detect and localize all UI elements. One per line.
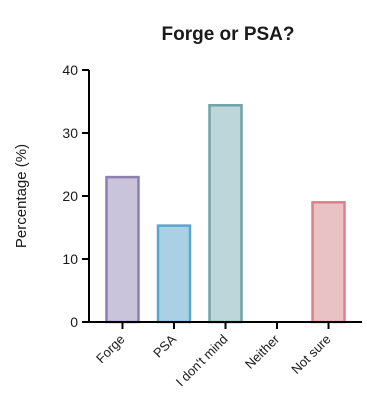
x-tick-label: Forge [93,332,128,367]
chart-title: Forge or PSA? [161,24,294,45]
y-axis-label: Percentage (%) [13,144,30,248]
bar-4 [311,201,346,324]
x-tick-label: Not sure [288,332,333,377]
y-tick-label: 30 [62,125,78,141]
bar-1 [156,224,192,324]
bar-0 [105,175,140,324]
y-tick-label: 0 [70,314,78,330]
bars [105,104,346,324]
bar-2 [208,104,243,324]
y-tick-label: 20 [62,188,78,204]
y-tick-label: 40 [62,62,78,78]
x-tick-label: Neither [242,331,283,372]
y-axis-ticks: 0 10 20 30 40 [62,62,89,330]
x-tick-label: I don't mind [173,332,231,390]
x-tick-label: PSA [150,331,179,360]
y-tick-label: 10 [62,251,78,267]
